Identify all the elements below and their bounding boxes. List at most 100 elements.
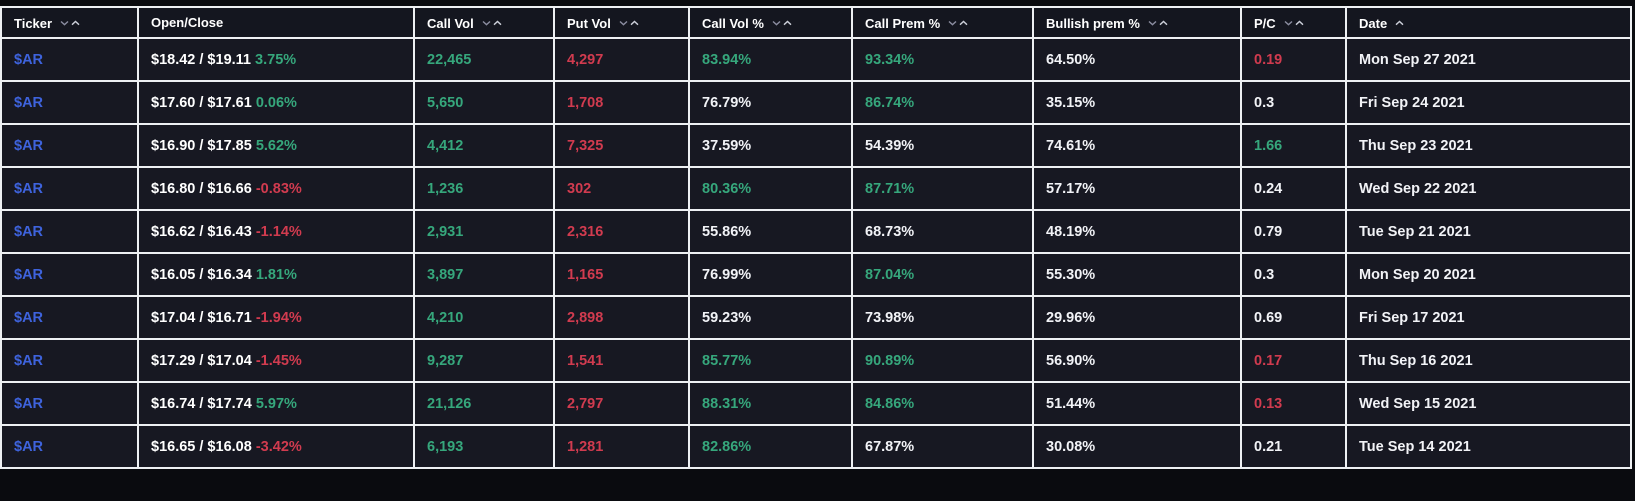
put-vol-value: 2,316 [567,223,604,240]
column-label: Ticker [14,15,53,31]
flow-table: Ticker Open/Close Call Vol Put Vol Call Vol … [0,6,1632,469]
column-header-bullish_prem_pct[interactable]: Bullish prem % [1032,6,1242,39]
chevron-up-icon [1159,20,1168,26]
pc-ratio-value: 0.24 [1254,180,1283,197]
column-label: P/C [1254,15,1276,31]
cell-call-vol: 21,126 [413,381,555,426]
bullish-prem-pct-value: 48.19% [1046,223,1096,240]
cell-call-prem-pct: 54.39% [851,123,1034,168]
sort-controls[interactable] [946,15,968,30]
call-vol-value: 6,193 [427,438,464,455]
chevron-down-icon [1148,21,1157,26]
cell-call-vol-pct: 80.36% [688,166,853,211]
call-vol-pct-value: 85.77% [702,352,752,369]
cell-bullish-prem-pct: 57.17% [1032,166,1242,211]
pc-ratio-value: 0.79 [1254,223,1283,240]
column-header-pc[interactable]: P/C [1240,6,1347,39]
put-vol-value: 1,708 [567,94,604,111]
cell-ticker[interactable]: $AR [0,381,139,426]
cell-ticker[interactable]: $AR [0,166,139,211]
call-vol-pct-value: 76.79% [702,94,752,111]
sort-controls[interactable] [617,15,639,30]
cell-ticker[interactable]: $AR [0,80,139,125]
column-header-open_close: Open/Close [137,6,415,39]
cell-bullish-prem-pct: 51.44% [1032,381,1242,426]
column-header-call_vol_pct[interactable]: Call Vol % [688,6,853,39]
sort-controls[interactable] [1146,15,1168,30]
cell-open-close: $17.60 / $17.61 0.06% [137,80,415,125]
sort-controls[interactable] [1393,15,1404,30]
call-vol-pct-value: 80.36% [702,180,752,197]
cell-call-prem-pct: 93.34% [851,37,1034,82]
table-row: $AR $16.05 / $16.34 1.81% 3,897 1,165 76.99%… [0,252,1632,297]
cell-call-vol-pct: 55.86% [688,209,853,254]
cell-ticker[interactable]: $AR [0,37,139,82]
column-header-call_prem_pct[interactable]: Call Prem % [851,6,1034,39]
table-row: $AR $16.90 / $17.85 5.62% 4,412 7,325 37.59%… [0,123,1632,168]
sort-controls[interactable] [770,15,792,30]
cell-call-prem-pct: 84.86% [851,381,1034,426]
open-close-change: -3.42% [255,438,302,455]
cell-ticker[interactable]: $AR [0,295,139,340]
cell-ticker[interactable]: $AR [0,338,139,383]
ticker-link: $AR [14,223,44,240]
cell-open-close: $16.62 / $16.43 -1.14% [137,209,415,254]
cell-ticker[interactable]: $AR [0,424,139,469]
cell-bullish-prem-pct: 29.96% [1032,295,1242,340]
cell-call-vol-pct: 83.94% [688,37,853,82]
column-header-call_vol[interactable]: Call Vol [413,6,555,39]
open-close-prices: $16.62 / $16.43 [151,223,252,240]
column-header-date[interactable]: Date [1345,6,1632,39]
call-prem-pct-value: 54.39% [865,137,915,154]
cell-date: Thu Sep 23 2021 [1345,123,1632,168]
open-close-change: 5.97% [255,395,297,412]
cell-bullish-prem-pct: 48.19% [1032,209,1242,254]
cell-call-vol-pct: 76.99% [688,252,853,297]
cell-ticker[interactable]: $AR [0,209,139,254]
open-close-prices: $17.04 / $16.71 [151,309,252,326]
put-vol-value: 2,797 [567,395,604,412]
cell-put-vol: 4,297 [553,37,690,82]
cell-ticker[interactable]: $AR [0,123,139,168]
column-header-ticker[interactable]: Ticker [0,6,139,39]
cell-call-prem-pct: 87.04% [851,252,1034,297]
chevron-up-icon [1295,20,1304,26]
cell-ticker[interactable]: $AR [0,252,139,297]
bullish-prem-pct-value: 29.96% [1046,309,1096,326]
sort-controls[interactable] [480,15,502,30]
cell-call-prem-pct: 90.89% [851,338,1034,383]
cell-date: Tue Sep 21 2021 [1345,209,1632,254]
cell-put-vol: 1,708 [553,80,690,125]
call-vol-value: 4,210 [427,309,464,326]
cell-call-prem-pct: 67.87% [851,424,1034,469]
table-row: $AR $18.42 / $19.11 3.75% 22,465 4,297 83.94… [0,37,1632,82]
table-row: $AR $16.62 / $16.43 -1.14% 2,931 2,316 55.86… [0,209,1632,254]
pc-ratio-value: 0.3 [1254,266,1275,283]
ticker-link: $AR [14,309,44,326]
column-label: Call Vol [427,15,474,31]
cell-call-prem-pct: 87.71% [851,166,1034,211]
call-vol-value: 5,650 [427,94,464,111]
cell-open-close: $16.90 / $17.85 5.62% [137,123,415,168]
bullish-prem-pct-value: 35.15% [1046,94,1096,111]
call-prem-pct-value: 67.87% [865,438,915,455]
cell-call-vol: 22,465 [413,37,555,82]
put-vol-value: 1,281 [567,438,604,455]
chevron-up-icon [1395,20,1404,26]
cell-bullish-prem-pct: 64.50% [1032,37,1242,82]
cell-call-prem-pct: 73.98% [851,295,1034,340]
cell-date: Tue Sep 14 2021 [1345,424,1632,469]
cell-date: Wed Sep 22 2021 [1345,166,1632,211]
cell-call-vol-pct: 85.77% [688,338,853,383]
cell-pc-ratio: 0.3 [1240,252,1347,297]
column-header-put_vol[interactable]: Put Vol [553,6,690,39]
sort-controls[interactable] [1282,15,1304,30]
pc-ratio-value: 0.13 [1254,395,1283,412]
open-close-prices: $16.65 / $16.08 [151,438,252,455]
ticker-link: $AR [14,352,44,369]
ticker-link: $AR [14,51,44,68]
open-close-prices: $17.29 / $17.04 [151,352,252,369]
cell-open-close: $16.80 / $16.66 -0.83% [137,166,415,211]
ticker-link: $AR [14,137,44,154]
sort-controls[interactable] [58,15,80,30]
